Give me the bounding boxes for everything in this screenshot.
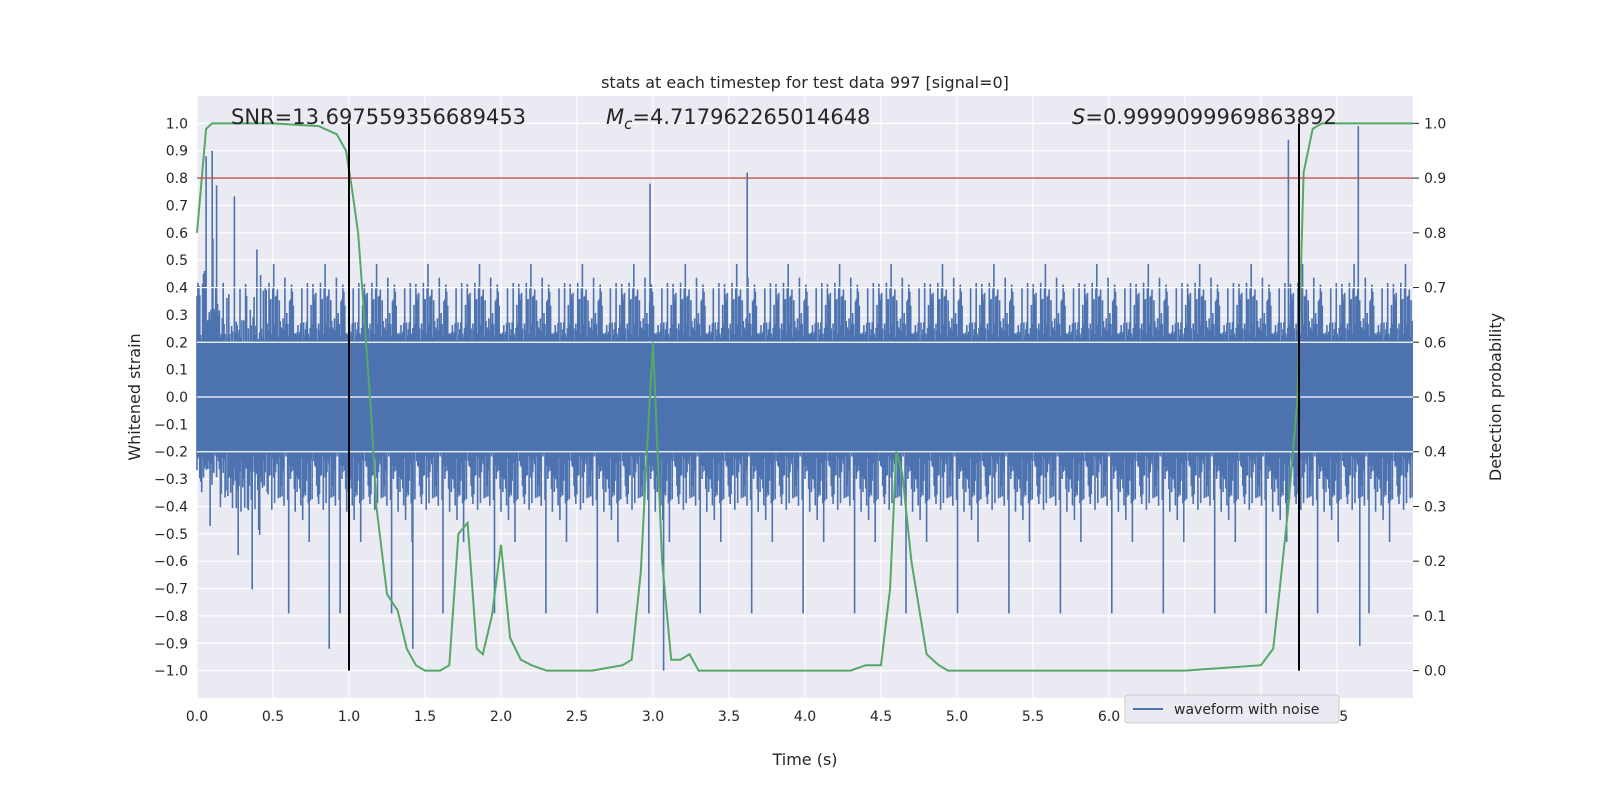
y2-tick-label: 0.5 [1424, 390, 1446, 406]
series-detection-probability [196, 122, 1413, 672]
x-tick-label: 5.5 [1022, 709, 1044, 725]
mc-symbol: M [606, 105, 624, 129]
y-tick-label: 0.0 [166, 390, 188, 406]
s-value: =0.9999099969863892 [1085, 105, 1336, 129]
x-tick-label: 1.0 [338, 709, 360, 725]
detection-probability-line [196, 122, 1413, 672]
y2-tick-label: 0.9 [1424, 171, 1446, 187]
y-tick-label: 0.1 [166, 363, 188, 379]
y2-axis-label: Detection probability [1486, 313, 1505, 481]
y2-tick-label: 0.6 [1424, 335, 1446, 351]
y-tick-label: −0.8 [154, 609, 188, 625]
y2-tick-label: 1.0 [1424, 116, 1446, 132]
series-waveform-with-noise [196, 126, 1413, 671]
y-tick-label: 1.0 [166, 116, 188, 132]
y-tick-label: −1.0 [154, 664, 188, 680]
x-tick-label: 5.0 [946, 709, 968, 725]
x-tick-label: 2.5 [566, 709, 588, 725]
y-tick-label: 0.8 [166, 171, 188, 187]
y2-axis-ticks: 1.0 0.9 0.8 0.7 0.6 0.5 0.4 0.3 0.2 0.1 0.0 [1413, 116, 1446, 680]
y2-tick-label: 0.3 [1424, 499, 1446, 515]
y-tick-label: −0.4 [154, 499, 188, 515]
y2-tick-label: 0.2 [1424, 554, 1446, 570]
snr-annotation: SNR=13.697559356689453 [231, 105, 526, 129]
y-axis-label: Whitened strain [125, 333, 144, 460]
x-tick-label: 3.0 [642, 709, 664, 725]
mc-annotation: Mc=4.717962265014648 [606, 105, 870, 133]
x-tick-label: 3.5 [718, 709, 740, 725]
legend: waveform with noise [1124, 694, 1340, 724]
x-tick-label: 0.0 [186, 709, 208, 725]
y-tick-label: 0.6 [166, 226, 188, 242]
chart-title: stats at each timestep for test data 997… [601, 73, 1009, 92]
y-tick-label: 0.2 [166, 335, 188, 351]
x-tick-label: 2.0 [490, 709, 512, 725]
y-axis-ticks: 1.0 0.9 0.8 0.7 0.6 0.5 0.4 0.3 0.2 0.1 0.0 −0.1 −0.… [154, 116, 188, 679]
y-tick-label: −0.7 [154, 582, 188, 598]
x-tick-label: 6.0 [1098, 709, 1120, 725]
y2-tick-label: 0.7 [1424, 281, 1446, 297]
x-tick-label: 0.5 [262, 709, 284, 725]
y2-tick-label: 0.1 [1424, 609, 1446, 625]
legend-label: waveform with noise [1174, 702, 1319, 718]
s-symbol: S [1072, 105, 1085, 129]
mc-value: =4.717962265014648 [632, 105, 870, 129]
x-tick-label: 1.5 [414, 709, 436, 725]
y-tick-label: −0.6 [154, 554, 188, 570]
y-tick-label: −0.3 [154, 472, 188, 488]
y2-tick-label: 0.4 [1424, 445, 1446, 461]
y-tick-label: 0.3 [166, 308, 188, 324]
y-tick-label: −0.9 [154, 636, 188, 652]
y-tick-label: −0.2 [154, 445, 188, 461]
x-tick-label: 4.5 [870, 709, 892, 725]
mc-subscript: c [624, 115, 633, 133]
legend-box [1124, 694, 1340, 724]
s-annotation: S=0.9999099969863892 [1072, 105, 1337, 129]
y-tick-label: 0.7 [166, 198, 188, 214]
y-tick-label: −0.5 [154, 527, 188, 543]
y2-tick-label: 0.8 [1424, 226, 1446, 242]
reference-lines [197, 123, 1413, 671]
y-tick-label: −0.1 [154, 417, 188, 433]
y-tick-label: 0.4 [166, 281, 188, 297]
y-tick-label: 0.9 [166, 144, 188, 160]
x-axis-label: Time (s) [771, 750, 837, 769]
y2-tick-label: 0.0 [1424, 664, 1446, 680]
y-tick-label: 0.5 [166, 253, 188, 269]
x-tick-label: 4.0 [794, 709, 816, 725]
